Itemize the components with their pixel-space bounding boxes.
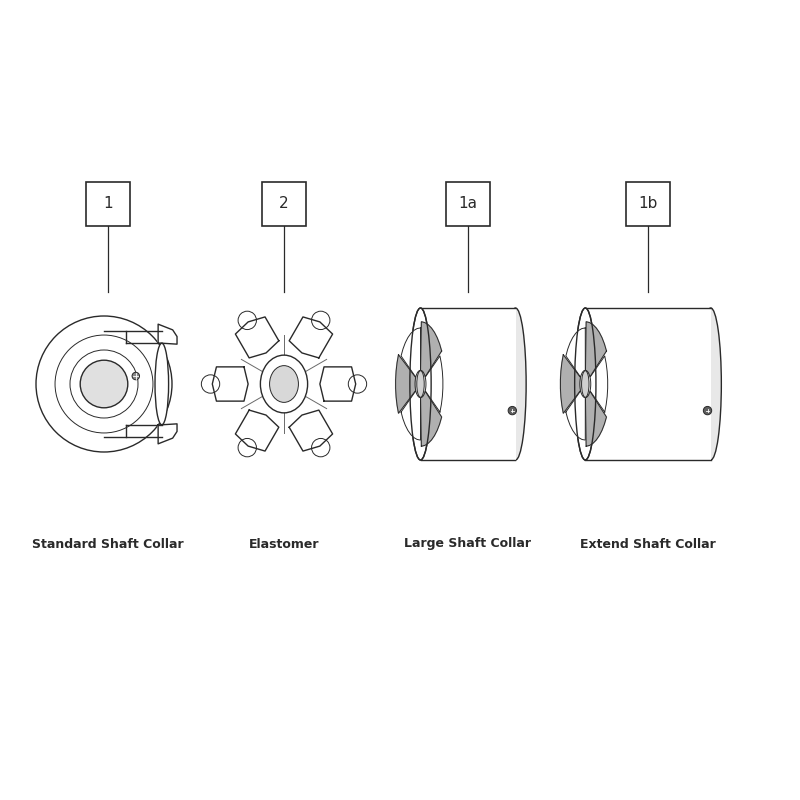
Text: 1a: 1a [458,197,478,211]
Polygon shape [426,356,443,412]
Bar [586,308,710,460]
Polygon shape [401,391,421,440]
Polygon shape [421,322,442,377]
Circle shape [311,311,330,330]
FancyBboxPatch shape [86,182,130,226]
Polygon shape [289,410,333,451]
Ellipse shape [700,308,722,460]
Polygon shape [586,322,606,377]
Circle shape [508,406,517,414]
Polygon shape [212,367,248,401]
Ellipse shape [410,308,431,460]
Text: Standard Shaft Collar: Standard Shaft Collar [32,538,184,550]
Circle shape [238,438,257,457]
Polygon shape [421,391,442,446]
Text: 1: 1 [103,197,113,211]
Polygon shape [320,367,356,401]
Circle shape [238,311,257,330]
Polygon shape [235,317,279,358]
Ellipse shape [260,355,308,413]
Text: Extend Shaft Collar: Extend Shaft Collar [580,538,716,550]
Polygon shape [586,391,606,446]
Circle shape [80,360,128,408]
Bar [421,308,515,460]
Circle shape [132,372,139,380]
Ellipse shape [155,343,169,425]
Polygon shape [566,328,586,377]
Ellipse shape [574,308,596,460]
Bar [104,334,162,434]
Ellipse shape [505,308,526,460]
Polygon shape [566,391,586,440]
Text: Elastomer: Elastomer [249,538,319,550]
Circle shape [703,406,712,414]
Polygon shape [158,424,177,444]
Polygon shape [401,328,421,377]
Polygon shape [235,410,279,451]
Text: Large Shaft Collar: Large Shaft Collar [405,538,531,550]
Polygon shape [158,324,177,344]
Circle shape [348,375,366,393]
Ellipse shape [582,370,589,398]
Polygon shape [561,354,581,414]
Circle shape [311,438,330,457]
FancyBboxPatch shape [626,182,670,226]
Ellipse shape [270,366,298,402]
Text: 1b: 1b [638,197,658,211]
Ellipse shape [417,370,424,398]
Polygon shape [396,354,416,414]
FancyBboxPatch shape [446,182,490,226]
Circle shape [36,316,172,452]
Polygon shape [289,317,333,358]
Text: 2: 2 [279,197,289,211]
Polygon shape [590,356,608,412]
FancyBboxPatch shape [262,182,306,226]
Circle shape [202,375,220,393]
